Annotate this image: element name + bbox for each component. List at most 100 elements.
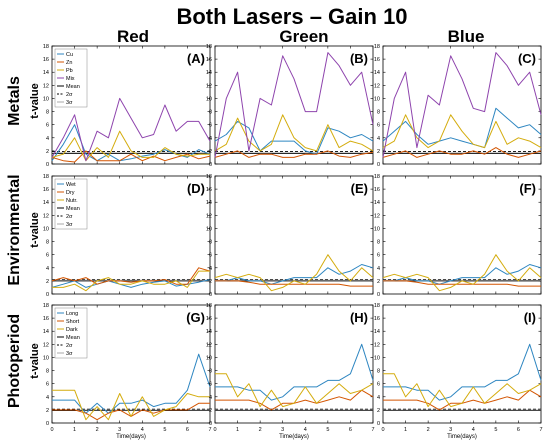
ytick-label: 12 <box>43 83 49 89</box>
ytick-label: 16 <box>43 316 49 322</box>
xtick-label: 0 <box>50 427 53 433</box>
xtick-label: 7 <box>371 427 374 433</box>
panel-label: (E) <box>351 181 368 196</box>
plot-area <box>382 175 542 295</box>
ytick-label: 2 <box>377 408 380 414</box>
ytick-label: 10 <box>374 226 380 232</box>
xtick-label: 7 <box>539 427 542 433</box>
ytick-label: 14 <box>206 329 212 335</box>
panel-f: 0 2 4 6 8 10 12 14 16 18 (F) <box>374 174 542 298</box>
ytick-label: 4 <box>377 395 380 401</box>
legend-label: 2σ <box>66 343 73 349</box>
xtick-label: 0 <box>381 427 384 433</box>
series-line-long <box>383 343 542 401</box>
legend-label: Short <box>66 319 80 325</box>
legend-box <box>54 307 88 359</box>
xlabel: Time(days) <box>279 434 309 440</box>
ytick-label: 10 <box>43 226 49 232</box>
ytick-label: 18 <box>43 174 49 180</box>
legend-label: 3σ <box>66 351 73 357</box>
ytick-label: 6 <box>209 253 212 259</box>
ylabel-environmental: t-value <box>29 212 41 247</box>
xtick-label: 6 <box>186 427 189 433</box>
ytick-label: 4 <box>46 266 49 272</box>
ytick-label: 2 <box>46 408 49 414</box>
figure-title: Both Lasers – Gain 10 <box>176 4 407 29</box>
column-title-green: Green <box>279 27 328 46</box>
ytick-label: 0 <box>46 292 49 298</box>
legend-label: Nutr. <box>66 198 78 204</box>
ytick-label: 4 <box>377 266 380 272</box>
panel-label: (C) <box>518 51 536 66</box>
ytick-label: 8 <box>377 240 380 246</box>
ytick-label: 6 <box>377 382 380 388</box>
ytick-label: 0 <box>46 162 49 168</box>
series-line-long <box>215 343 374 401</box>
series-line-mix <box>382 52 542 158</box>
ytick-label: 2 <box>209 408 212 414</box>
ytick-label: 12 <box>43 342 49 348</box>
legend-label: 2σ <box>66 214 73 220</box>
series-line-mix <box>51 97 211 162</box>
ytick-label: 12 <box>374 342 380 348</box>
panel-label: (H) <box>350 310 368 325</box>
legend-label: Dry <box>66 190 75 196</box>
ytick-label: 4 <box>209 395 212 401</box>
xlabel: Time(days) <box>116 434 146 440</box>
legend-label: Cu <box>66 52 73 58</box>
series-line-dark <box>215 373 374 408</box>
ytick-label: 12 <box>206 342 212 348</box>
series-line-wet <box>215 264 374 285</box>
legend-label: Mean <box>66 206 80 212</box>
legend-label: Wet <box>66 182 76 188</box>
series-line-cu <box>214 120 374 155</box>
row-title-photoperiod: Photoperiod <box>6 314 23 408</box>
ytick-label: 18 <box>43 303 49 309</box>
ytick-label: 16 <box>206 316 212 322</box>
ylabel-metals: t-value <box>29 83 41 118</box>
ytick-label: 4 <box>46 136 49 142</box>
ytick-label: 14 <box>206 70 212 76</box>
ytick-label: 16 <box>43 187 49 193</box>
ytick-label: 6 <box>377 123 380 129</box>
ytick-label: 0 <box>377 292 380 298</box>
ytick-label: 12 <box>43 213 49 219</box>
xtick-label: 4 <box>472 427 475 433</box>
ytick-label: 14 <box>43 70 49 76</box>
ytick-label: 0 <box>377 421 380 427</box>
ytick-label: 4 <box>209 266 212 272</box>
xtick-label: 2 <box>259 427 262 433</box>
xtick-label: 2 <box>96 427 99 433</box>
ytick-label: 16 <box>43 57 49 63</box>
panel-label: (A) <box>187 51 205 66</box>
ytick-label: 8 <box>377 110 380 116</box>
legend-label: Long <box>66 311 78 317</box>
plot-area <box>214 175 374 295</box>
panel-label: (F) <box>519 181 536 196</box>
legend-label: Zn <box>66 60 72 66</box>
ytick-label: 10 <box>43 355 49 361</box>
series-line-dry <box>215 280 373 287</box>
ytick-label: 16 <box>206 187 212 193</box>
ytick-label: 14 <box>206 200 212 206</box>
xtick-label: 6 <box>349 427 352 433</box>
ytick-label: 2 <box>46 279 49 285</box>
series-line-nutr <box>214 254 374 292</box>
legend-label: Mix <box>66 76 75 82</box>
xtick-label: 5 <box>163 427 166 433</box>
ytick-label: 12 <box>374 213 380 219</box>
ytick-label: 6 <box>46 123 49 129</box>
row-title-environmental: Environmental <box>6 174 23 285</box>
ytick-label: 14 <box>374 70 380 76</box>
ytick-label: 2 <box>377 279 380 285</box>
ytick-label: 8 <box>209 369 212 375</box>
row-title-metals: Metals <box>6 76 23 126</box>
panel-label: (B) <box>350 51 368 66</box>
legend-label: 3σ <box>66 100 73 106</box>
ytick-label: 4 <box>377 136 380 142</box>
xtick-label: 7 <box>208 427 211 433</box>
series-line-wet <box>383 264 542 285</box>
